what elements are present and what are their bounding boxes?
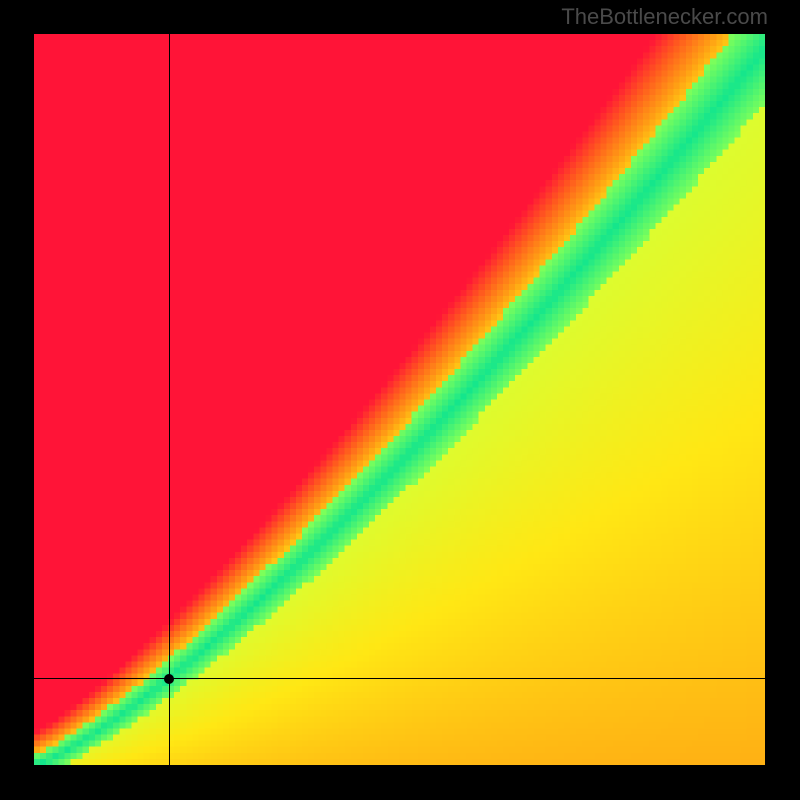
heatmap-canvas xyxy=(34,34,765,765)
crosshair-vertical xyxy=(169,34,170,765)
watermark-text: TheBottlenecker.com xyxy=(561,4,768,30)
heatmap-plot-area xyxy=(34,34,765,765)
crosshair-horizontal xyxy=(34,678,765,679)
crosshair-marker-dot xyxy=(164,674,174,684)
